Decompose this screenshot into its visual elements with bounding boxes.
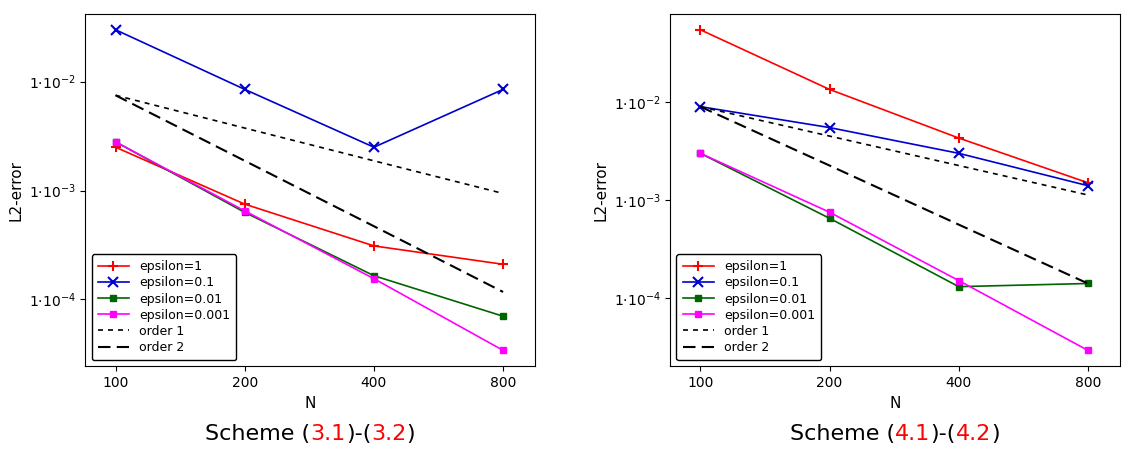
epsilon=1 (496, 262, 509, 267)
Text: ): ) (991, 424, 999, 444)
Y-axis label: L2-error: L2-error (594, 159, 608, 221)
order 2 (367, 224, 381, 229)
order 1 (496, 191, 509, 196)
order 1 (367, 158, 381, 164)
epsilon=0.1 (109, 27, 123, 33)
epsilon=0.001 (367, 276, 381, 281)
epsilon=0.01 (496, 313, 509, 319)
Line: order 2: order 2 (116, 95, 503, 292)
order 2 (823, 163, 837, 168)
Text: Scheme (: Scheme ( (790, 424, 895, 444)
Text: Scheme (: Scheme ( (206, 424, 310, 444)
epsilon=0.001 (694, 151, 707, 156)
epsilon=1 (952, 135, 965, 141)
Line: order 1: order 1 (700, 107, 1088, 195)
epsilon=0.001 (496, 348, 509, 353)
epsilon=1 (367, 243, 381, 249)
order 2 (952, 222, 965, 227)
order 1 (952, 163, 965, 168)
order 1 (109, 93, 123, 98)
epsilon=0.001 (823, 209, 837, 215)
Line: epsilon=0.01: epsilon=0.01 (698, 151, 1090, 289)
epsilon=0.01 (694, 151, 707, 156)
epsilon=0.1 (823, 125, 837, 131)
epsilon=0.01 (367, 273, 381, 278)
Line: order 2: order 2 (700, 107, 1088, 284)
order 2 (694, 104, 707, 109)
Legend: epsilon=1, epsilon=0.1, epsilon=0.01, epsilon=0.001, order 1, order 2: epsilon=1, epsilon=0.1, epsilon=0.01, ep… (91, 254, 236, 360)
Line: epsilon=0.1: epsilon=0.1 (110, 25, 508, 152)
epsilon=0.01 (109, 139, 123, 145)
Text: ): ) (406, 424, 415, 444)
epsilon=0.1 (238, 87, 251, 92)
Line: epsilon=0.01: epsilon=0.01 (113, 139, 506, 319)
Text: )-(: )-( (930, 424, 956, 444)
epsilon=0.1 (952, 151, 965, 156)
epsilon=0.01 (1081, 281, 1095, 286)
epsilon=1 (238, 202, 251, 207)
order 1 (823, 133, 837, 139)
Line: epsilon=0.001: epsilon=0.001 (113, 139, 506, 353)
Text: 3.2: 3.2 (371, 424, 406, 444)
Line: epsilon=0.001: epsilon=0.001 (698, 151, 1090, 353)
epsilon=1 (694, 27, 707, 33)
epsilon=1 (109, 144, 123, 150)
order 2 (238, 158, 251, 164)
order 2 (496, 289, 509, 294)
Line: epsilon=0.1: epsilon=0.1 (696, 102, 1093, 191)
X-axis label: N: N (889, 396, 901, 411)
order 1 (1081, 192, 1095, 198)
Text: 3.1: 3.1 (310, 424, 346, 444)
Line: epsilon=1: epsilon=1 (696, 25, 1093, 188)
epsilon=0.1 (367, 144, 381, 150)
Y-axis label: L2-error: L2-error (8, 159, 23, 221)
order 2 (1081, 281, 1095, 286)
Text: 4.2: 4.2 (956, 424, 991, 444)
X-axis label: N: N (305, 396, 316, 411)
epsilon=0.001 (952, 278, 965, 284)
epsilon=0.01 (952, 284, 965, 289)
Legend: epsilon=1, epsilon=0.1, epsilon=0.01, epsilon=0.001, order 1, order 2: epsilon=1, epsilon=0.1, epsilon=0.01, ep… (677, 254, 821, 360)
epsilon=0.1 (694, 104, 707, 109)
epsilon=0.1 (496, 87, 509, 92)
order 1 (238, 125, 251, 131)
order 2 (109, 93, 123, 98)
order 1 (694, 104, 707, 109)
epsilon=1 (1081, 180, 1095, 185)
epsilon=0.001 (109, 139, 123, 145)
Line: order 1: order 1 (116, 95, 503, 193)
epsilon=0.001 (1081, 348, 1095, 353)
epsilon=0.1 (1081, 183, 1095, 188)
epsilon=1 (823, 87, 837, 92)
Line: epsilon=1: epsilon=1 (110, 142, 508, 269)
epsilon=0.01 (238, 210, 251, 215)
Text: 4.1: 4.1 (895, 424, 930, 444)
epsilon=0.01 (823, 216, 837, 221)
Text: )-(: )-( (346, 424, 371, 444)
epsilon=0.001 (238, 208, 251, 213)
